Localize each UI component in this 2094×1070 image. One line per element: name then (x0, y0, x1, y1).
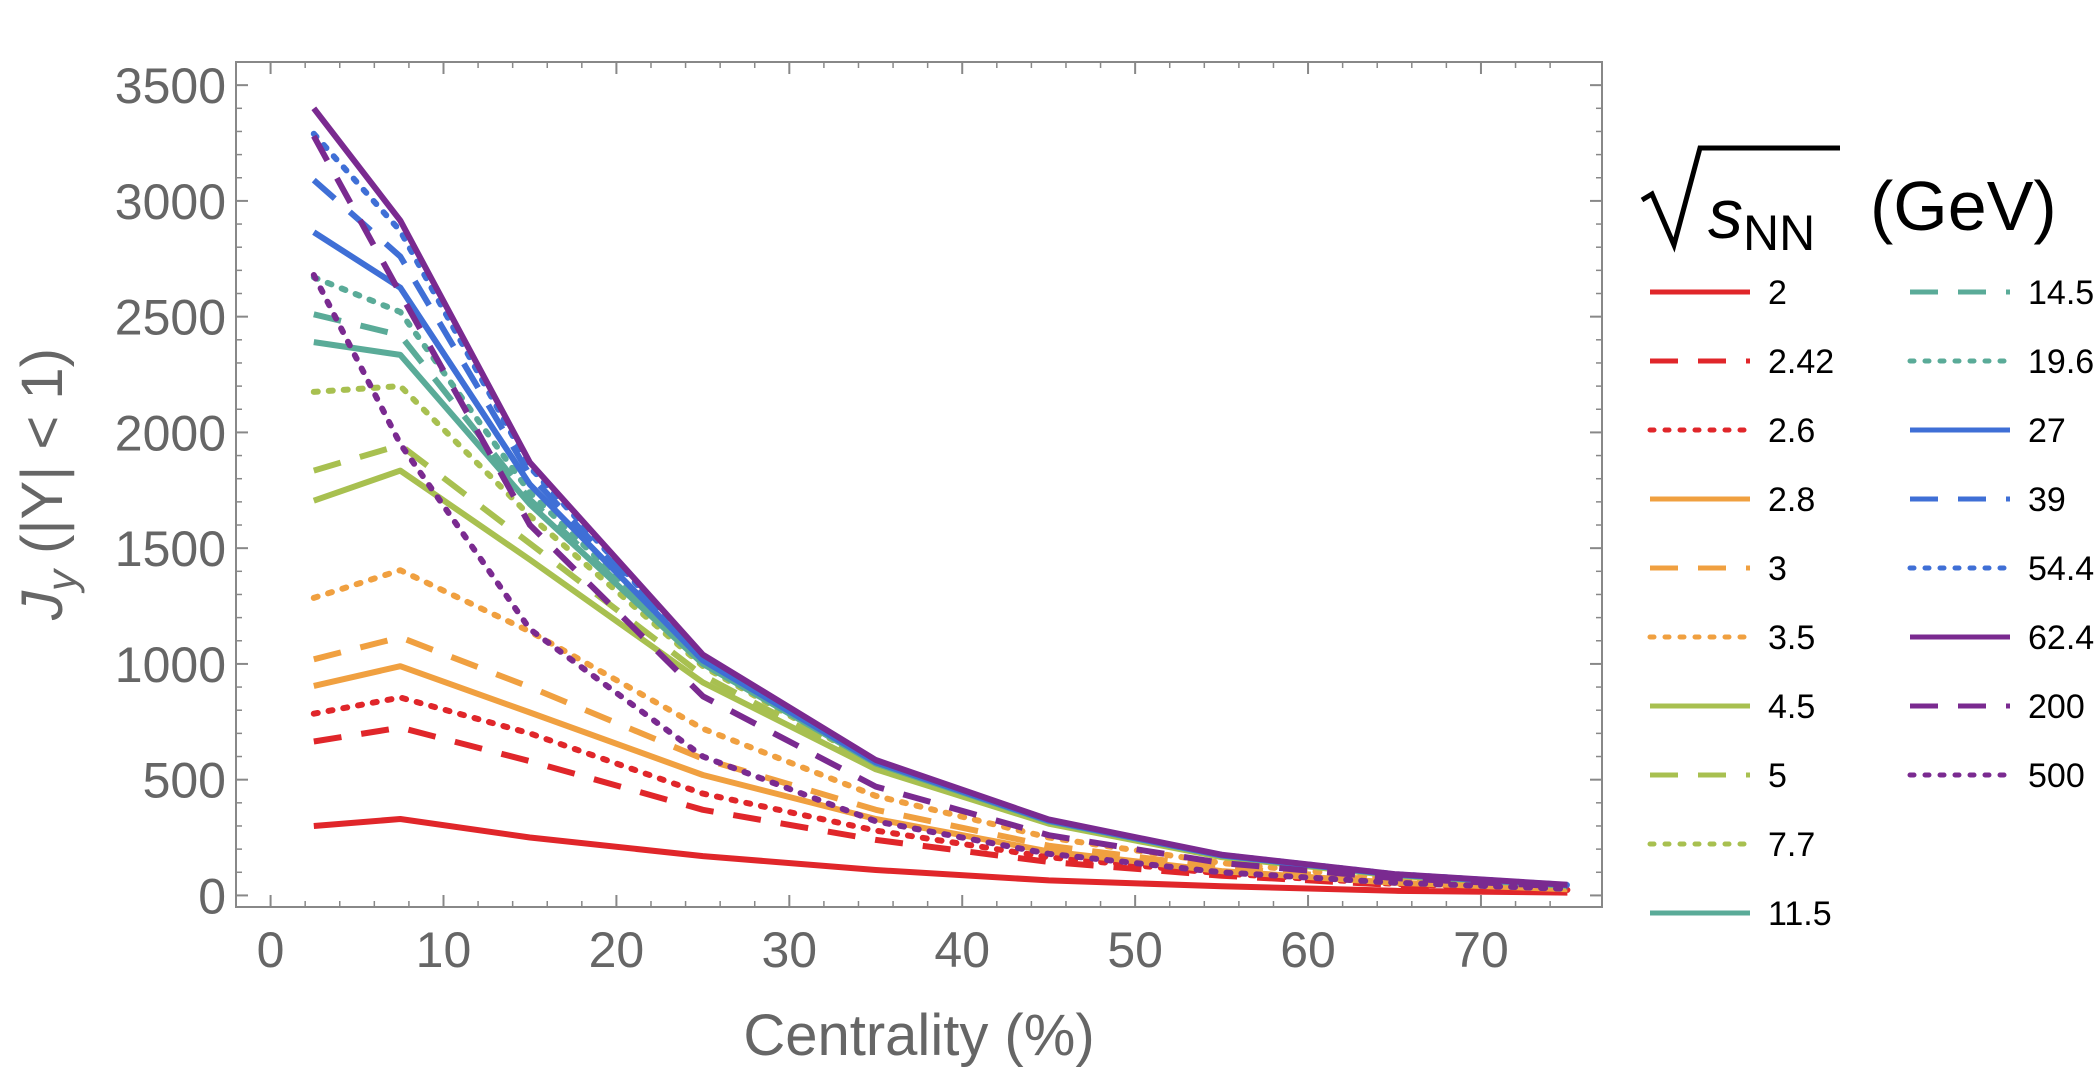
y-tick-label: 0 (198, 868, 226, 924)
series-line-3 (313, 634, 1568, 892)
legend-item-2: 2 (1650, 274, 1787, 312)
legend-label: 5 (1768, 757, 1787, 795)
y-tick-label: 3000 (115, 174, 226, 230)
legend: 2 2.42 2.6 2.8 3 3.5 4.5 5 7.7 11.5 14.5 19.6 27 39 54… (1647, 274, 2094, 933)
x-tick-label: 70 (1453, 922, 1509, 978)
series-line-2-6 (310, 694, 1571, 893)
y-axis-title-rest: (|Y| < 1) (10, 348, 75, 570)
plot-frame (235, 61, 1603, 908)
legend-label: 2 (1768, 274, 1787, 312)
legend-label: 19.6 (2028, 343, 2094, 381)
legend-title: sNN (GeV) (1640, 145, 2057, 261)
legend-title-symbol: s (1708, 175, 1743, 253)
legend-item-2-6: 2.6 (1647, 412, 1815, 450)
legend-label: 3 (1768, 550, 1787, 588)
legend-label: 7.7 (1768, 826, 1815, 864)
series-lines (310, 106, 1571, 896)
x-tick-label: 60 (1280, 922, 1336, 978)
legend-item-54-4: 54.4 (1907, 550, 2094, 588)
legend-label: 62.4 (2028, 619, 2094, 657)
legend-label: 27 (2028, 412, 2066, 450)
legend-item-200: 200 (1910, 688, 2085, 726)
legend-item-27: 27 (1910, 412, 2066, 450)
series-line-19-6 (310, 274, 1571, 889)
series-line-62-4 (311, 106, 1568, 888)
x-tick-label: 50 (1107, 922, 1163, 978)
y-tick-label: 500 (143, 753, 226, 809)
legend-item-4-5: 4.5 (1650, 688, 1815, 726)
legend-item-2-8: 2.8 (1650, 481, 1815, 519)
y-axis-ticks: 0 500 1000 1500 2000 2500 3000 3500 (115, 58, 1602, 924)
x-tick-label: 0 (257, 922, 285, 978)
y-axis-title-symbol: J (10, 590, 75, 621)
x-tick-label: 40 (934, 922, 990, 978)
y-axis-title-subscript: y (38, 567, 85, 594)
legend-item-500: 500 (1907, 757, 2085, 795)
legend-label: 500 (2028, 757, 2085, 795)
legend-label: 2.6 (1768, 412, 1815, 450)
series-line-54-4 (310, 130, 1571, 888)
svg-text:Jy (|Y| < 1): Jy (|Y| < 1) (10, 348, 85, 621)
series-line-2 (313, 816, 1568, 896)
x-tick-label: 20 (589, 922, 645, 978)
legend-title-units: (GeV) (1870, 167, 2057, 245)
x-tick-label: 10 (416, 922, 472, 978)
legend-item-7-7: 7.7 (1647, 826, 1815, 864)
legend-label: 54.4 (2028, 550, 2094, 588)
y-tick-label: 3500 (115, 58, 226, 114)
legend-label: 2.8 (1768, 481, 1815, 519)
series-line-2-8 (313, 663, 1568, 893)
legend-item-62-4: 62.4 (1910, 619, 2094, 657)
legend-label: 4.5 (1768, 688, 1815, 726)
svg-text:sNN: sNN (1708, 175, 1815, 261)
series-line-2-42 (313, 724, 1568, 894)
y-tick-label: 2500 (115, 290, 226, 346)
legend-title-subscript: NN (1743, 205, 1815, 261)
legend-item-19-6: 19.6 (1907, 343, 2094, 381)
legend-label: 14.5 (2028, 274, 2094, 312)
y-axis-title: Jy (|Y| < 1) (10, 348, 85, 621)
series-line-5 (312, 442, 1568, 889)
legend-item-3-5: 3.5 (1647, 619, 1815, 657)
legend-item-39: 39 (1910, 481, 2066, 519)
legend-label: 3.5 (1768, 619, 1815, 657)
legend-label: 39 (2028, 481, 2066, 519)
legend-item-5: 5 (1650, 757, 1787, 795)
legend-item-14-5: 14.5 (1910, 274, 2094, 312)
series-line-27 (312, 229, 1568, 889)
y-tick-label: 2000 (115, 405, 226, 461)
legend-item-11-5: 11.5 (1650, 895, 1832, 933)
legend-item-2-42: 2.42 (1650, 343, 1834, 381)
y-tick-label: 1000 (115, 637, 226, 693)
series-line-200 (311, 134, 1568, 890)
y-tick-label: 1500 (115, 521, 226, 577)
legend-label: 2.42 (1768, 343, 1834, 381)
x-axis-ticks: 0 10 20 30 40 50 60 70 (257, 62, 1551, 978)
series-line-500 (310, 272, 1571, 892)
x-axis-title: Centrality (%) (743, 1003, 1094, 1068)
legend-item-3: 3 (1650, 550, 1787, 588)
sqrt-radical-icon (1640, 145, 1840, 253)
legend-label: 11.5 (1768, 895, 1832, 933)
series-line-14-5 (313, 311, 1568, 889)
legend-label: 200 (2028, 688, 2085, 726)
x-tick-label: 30 (762, 922, 818, 978)
